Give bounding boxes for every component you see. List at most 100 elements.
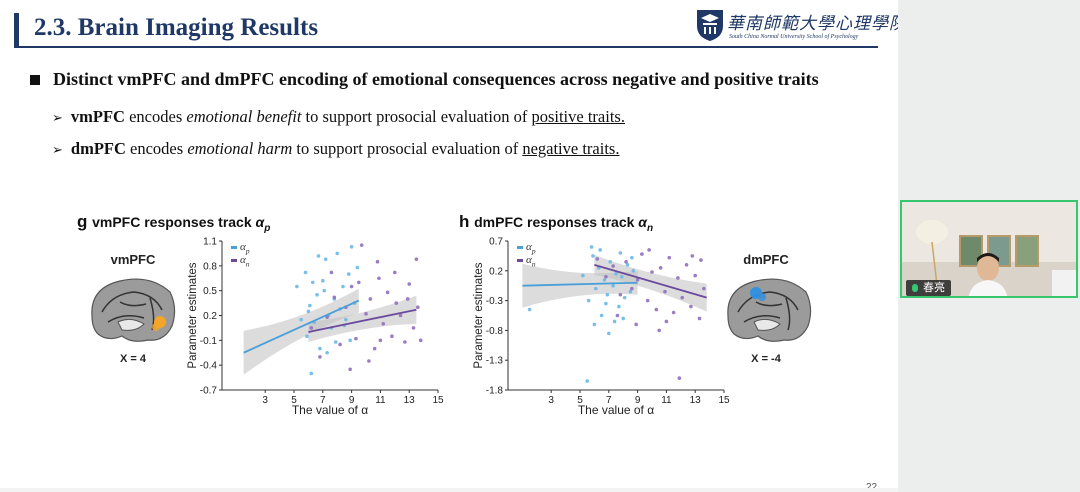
scatter-point (332, 295, 337, 300)
webcam-video-tile[interactable]: 春亮 (900, 200, 1078, 298)
scatter-point (697, 316, 702, 321)
scatter-point (585, 379, 589, 383)
scatter-point (321, 278, 325, 283)
scatter-point (602, 277, 607, 282)
scatter-point (647, 248, 651, 252)
scatter-point (654, 307, 659, 312)
scatter-point (611, 264, 615, 268)
page-number: 22 (866, 482, 878, 492)
underlined-text: positive traits. (531, 107, 625, 126)
scatter-point (631, 269, 636, 273)
y-tick-label: -0.1 (200, 336, 218, 347)
scatter-point (322, 288, 327, 293)
x-tick-label: 5 (291, 395, 297, 406)
scatter-point (625, 263, 630, 267)
text-fragment: encodes (125, 139, 188, 158)
x-tick-label: 13 (404, 395, 416, 406)
title-accent-bar (14, 13, 19, 47)
brain-region-label: vmPFC (111, 252, 156, 267)
scatter-point (634, 322, 638, 327)
scatter-point (684, 263, 689, 267)
brain-gyri (737, 291, 799, 331)
scatter-point (348, 367, 352, 372)
x-tick-label: 9 (349, 395, 355, 406)
scatter-point (618, 251, 623, 255)
scatter-point (621, 316, 625, 321)
sub-bullet-dmpfc: ➢ dmPFC encodes emotional harm to support… (52, 139, 619, 159)
scatter-point (618, 292, 623, 297)
scatter-point (592, 322, 597, 327)
scatter-point (306, 309, 311, 314)
scatter-point (381, 321, 386, 326)
x-tick-label: 9 (635, 395, 641, 406)
emphasis-text: emotional benefit (186, 107, 302, 126)
brain-coordinate-label: X = 4 (120, 353, 147, 365)
scatter-point (605, 292, 610, 297)
text-fragment: encodes (124, 107, 187, 126)
scatter-point (385, 290, 390, 295)
scatter-point (645, 298, 650, 303)
scatter-point (333, 340, 338, 344)
scatter-point (308, 303, 312, 308)
scatter-point (323, 257, 328, 262)
scatter-point (346, 272, 351, 276)
legend-label: αp (526, 241, 536, 255)
text-fragment: to support prosocial evaluation of (292, 139, 523, 158)
y-tick-label: -1.3 (486, 356, 504, 367)
scatter-point (594, 286, 598, 291)
scatter-point (617, 304, 621, 309)
y-tick-label: -0.4 (200, 361, 218, 372)
activation-spot (758, 293, 766, 301)
scatter-point (349, 244, 354, 249)
x-tick-label: 3 (262, 395, 268, 406)
y-axis-label: Parameter estimates (473, 262, 485, 368)
legend-label: αn (526, 254, 536, 268)
scatter-point (378, 338, 383, 343)
y-tick-label: 0.2 (489, 266, 503, 277)
scatter-point (354, 336, 358, 341)
scatter-point (341, 284, 345, 289)
corpus-callosum (753, 318, 781, 331)
scatter-point (367, 359, 371, 363)
scatter-point (630, 286, 634, 291)
x-tick-label: 15 (432, 395, 444, 406)
scatter-point (318, 346, 322, 351)
figure-panels: g vmPFC responses track αp vmPFC X = 4 1.1 0… (77, 212, 812, 417)
y-tick-label: -1.8 (486, 386, 504, 397)
x-tick-label: 7 (320, 395, 326, 406)
presentation-slide: 2.3. Brain Imaging Results 華南師範大學心理學院 So… (0, 0, 898, 492)
university-logo: 華南師範大學心理學院 South China Normal University… (693, 8, 898, 44)
scatter-point (309, 371, 314, 376)
y-axis-label: Parameter estimates (187, 262, 199, 368)
scatter-point (414, 257, 419, 262)
x-axis-label: The value of α (578, 403, 654, 417)
scatter-point (310, 280, 315, 285)
brain-slice-image (727, 278, 812, 342)
arrow-bullet-icon: ➢ (52, 111, 63, 126)
participant-name-tag: 春亮 (906, 280, 951, 296)
scatter-point (591, 254, 595, 258)
scatter-point (657, 328, 661, 333)
scatter-point (357, 280, 361, 285)
brain-coordinate-label: X = -4 (751, 353, 782, 365)
scatter-point (527, 307, 532, 312)
legend-swatch (517, 246, 523, 249)
scatter-point (664, 319, 669, 324)
x-tick-label: 3 (548, 395, 554, 406)
corpus-callosum (117, 318, 145, 331)
scatter-point (607, 331, 611, 336)
scatter-point (398, 313, 403, 318)
scatter-point (338, 342, 342, 347)
scatter-point (635, 277, 640, 282)
scatter-point (622, 295, 627, 300)
scatter-point (359, 243, 364, 247)
scatter-point (375, 259, 380, 264)
arrow-bullet-icon: ➢ (52, 143, 63, 158)
slide-title: 2.3. Brain Imaging Results (34, 14, 319, 41)
brain-region-label: dmPFC (743, 252, 789, 267)
scatter-point (615, 313, 620, 318)
scatter-point (355, 265, 360, 270)
scatter-point (316, 254, 321, 258)
scatter-point (667, 255, 672, 260)
sub-bullet-vmpfc: ➢ vmPFC encodes emotional benefit to supp… (52, 107, 625, 127)
